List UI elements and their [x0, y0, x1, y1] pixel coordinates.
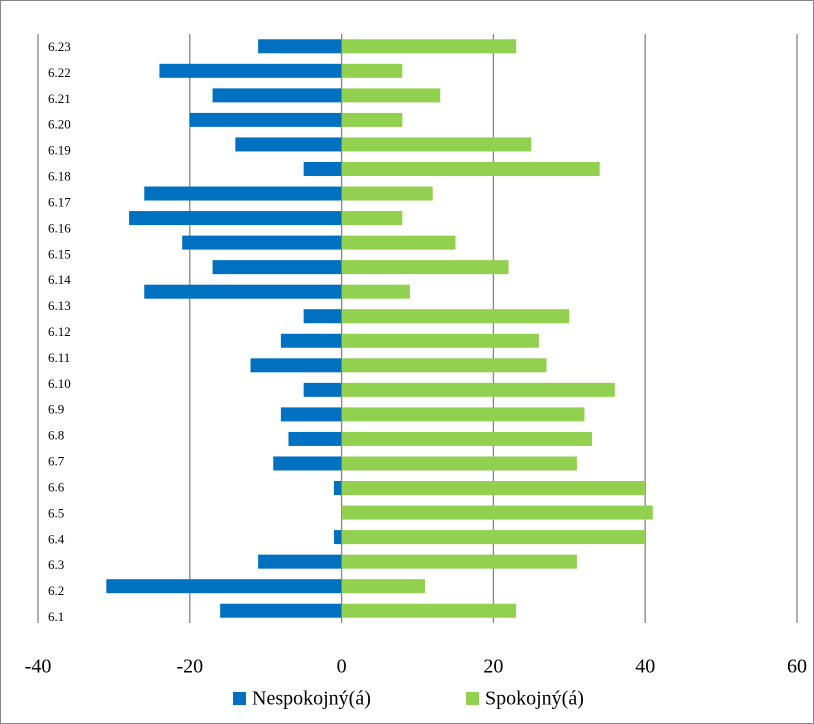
- y-tick-label: 6.3: [48, 557, 64, 572]
- y-tick-label: 6.22: [48, 65, 71, 80]
- bar: [212, 88, 342, 103]
- x-tick-label: -20: [176, 656, 203, 678]
- bar: [341, 505, 653, 520]
- y-tick-label: 6.14: [48, 272, 71, 287]
- bar: [341, 284, 410, 299]
- bar: [303, 161, 342, 176]
- y-tick-label: 6.15: [48, 246, 71, 261]
- y-tick-label: 6.17: [48, 194, 71, 209]
- bar: [144, 284, 342, 299]
- bar: [341, 112, 403, 127]
- bar: [341, 333, 539, 348]
- y-tick-label: 6.7: [48, 454, 65, 469]
- bar: [341, 358, 547, 373]
- bar: [212, 260, 342, 275]
- bar: [189, 112, 342, 127]
- bar: [280, 333, 342, 348]
- y-tick-label: 6.8: [48, 428, 64, 443]
- y-tick-label: 6.13: [48, 298, 71, 313]
- legend-swatch: [466, 692, 479, 705]
- bar: [182, 235, 342, 250]
- bar: [341, 382, 615, 397]
- bar: [303, 382, 342, 397]
- y-tick-label: 6.2: [48, 583, 64, 598]
- bar: [341, 39, 517, 54]
- bar: [220, 603, 342, 618]
- y-tick-label: 6.6: [48, 479, 65, 494]
- bar: [341, 161, 600, 176]
- bar: [144, 186, 342, 201]
- bar: [341, 530, 646, 545]
- legend-label: Spokojný(á): [485, 688, 584, 710]
- x-tick-label: -40: [25, 656, 52, 678]
- bar: [334, 481, 342, 496]
- legend-swatch: [233, 692, 246, 705]
- bar: [258, 39, 342, 54]
- y-tick-label: 6.9: [48, 402, 64, 417]
- bar: [258, 554, 342, 569]
- y-tick-label: 6.1: [48, 609, 64, 624]
- y-tick-label: 6.19: [48, 143, 71, 158]
- bar: [341, 407, 585, 422]
- bar: [250, 358, 342, 373]
- bar: [341, 88, 441, 103]
- bar: [341, 481, 646, 496]
- bar: [288, 431, 342, 446]
- y-tick-label: 6.23: [48, 39, 71, 54]
- bar: [341, 603, 517, 618]
- bar: [341, 456, 577, 471]
- y-tick-label: 6.20: [48, 117, 71, 132]
- bar: [280, 407, 342, 422]
- y-tick-label: 6.4: [48, 531, 65, 546]
- x-tick-label: 60: [787, 656, 807, 678]
- bar: [334, 530, 342, 545]
- bar: [129, 211, 342, 226]
- bar: [341, 431, 593, 446]
- y-tick-label: 6.10: [48, 376, 71, 391]
- y-tick-label: 6.5: [48, 505, 64, 520]
- bar: [235, 137, 342, 152]
- x-tick-label: 0: [337, 656, 347, 678]
- bar: [341, 63, 403, 78]
- bar: [341, 309, 570, 324]
- bar: [341, 554, 577, 569]
- bar: [341, 235, 456, 250]
- bar: [106, 579, 342, 594]
- y-tick-label: 6.16: [48, 220, 71, 235]
- x-tick-label: 20: [483, 656, 503, 678]
- bar: [303, 309, 342, 324]
- y-tick-label: 6.21: [48, 91, 71, 106]
- x-tick-label: 40: [635, 656, 655, 678]
- bar: [341, 260, 509, 275]
- y-tick-label: 6.18: [48, 169, 71, 184]
- bar: [341, 579, 426, 594]
- bar: [341, 186, 433, 201]
- bar: [341, 211, 403, 226]
- y-tick-label: 6.12: [48, 324, 71, 339]
- bar: [159, 63, 342, 78]
- legend-label: Nespokojný(á): [252, 688, 371, 710]
- bar: [273, 456, 342, 471]
- bar: [341, 137, 532, 152]
- y-tick-label: 6.11: [48, 350, 70, 365]
